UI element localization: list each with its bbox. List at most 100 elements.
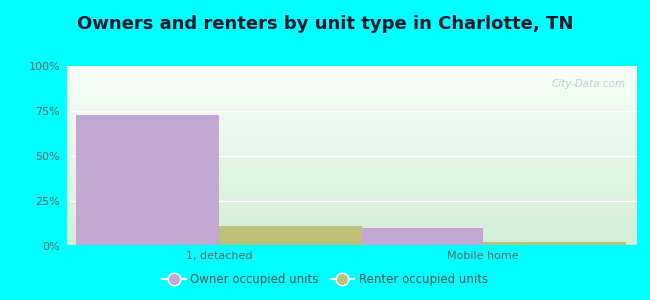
Bar [65,109,637,110]
Bar [65,177,637,178]
Bar [65,161,637,162]
Bar [65,73,637,74]
Bar [65,189,637,190]
Bar [65,222,637,223]
Bar [65,200,637,201]
Bar [65,66,637,67]
Bar [65,132,637,133]
Bar [65,218,637,219]
Bar [65,72,637,73]
Bar [65,192,637,193]
Bar [65,180,637,181]
Bar [65,229,637,230]
Bar [65,186,637,187]
Bar [65,210,637,211]
Bar [65,238,637,239]
Bar [65,101,637,102]
Bar [65,163,637,164]
Bar [65,138,637,139]
Bar [65,139,637,140]
Bar [65,221,637,222]
Bar [65,166,637,167]
Bar [65,136,637,137]
Bar [65,130,637,131]
Bar [65,123,637,124]
Bar [65,233,637,234]
Bar [65,231,637,232]
Bar [65,140,637,141]
Bar [77,115,220,246]
Bar [65,169,637,170]
Bar [65,159,637,160]
Bar [65,142,637,143]
Bar [65,126,637,127]
Bar [65,82,637,83]
Bar [65,119,637,120]
Bar [65,96,637,97]
Bar [65,193,637,194]
Bar [65,214,637,215]
Bar [65,170,637,171]
Bar [65,77,637,78]
Bar [65,203,637,204]
Bar [65,175,637,176]
Bar [65,88,637,89]
Bar [65,107,637,108]
Bar [65,131,637,132]
Bar [65,173,637,174]
Bar [65,78,637,79]
Bar [65,157,637,158]
Bar [65,127,637,128]
Bar [65,208,637,209]
Bar [65,217,637,218]
Bar [65,102,637,103]
Bar [65,104,637,105]
Bar [65,220,637,221]
Bar [65,169,637,170]
Bar [65,234,637,235]
Bar [65,74,637,75]
Bar [65,106,637,107]
Bar [65,118,637,119]
Bar [65,98,637,99]
Bar [65,156,637,157]
Bar [65,226,637,227]
Bar [65,176,637,177]
Bar [65,108,637,109]
Bar [339,228,482,246]
Bar [65,90,637,91]
Bar [65,182,637,183]
Bar [65,124,637,125]
Bar [65,244,637,245]
Bar [65,201,637,202]
Bar [65,141,637,142]
Bar [65,207,637,208]
Bar [65,151,637,152]
Bar [65,120,637,121]
Bar [65,122,637,123]
Bar [65,155,637,156]
Bar [65,71,637,72]
Bar [65,241,637,242]
Bar [65,181,637,182]
Bar [65,196,637,197]
Bar [65,99,637,100]
Bar [65,92,637,93]
Bar [65,160,637,161]
Bar [65,237,637,238]
Text: City-Data.com: City-Data.com [551,79,625,88]
Bar [482,242,625,246]
Bar [65,147,637,148]
Bar [65,164,637,165]
Bar [65,67,637,68]
Bar [65,178,637,179]
Bar [65,121,637,122]
Bar [65,80,637,81]
Bar [65,199,637,200]
Bar [65,143,637,144]
Bar [65,150,637,151]
Bar [65,145,637,146]
Bar [65,93,637,94]
Bar [65,230,637,231]
Bar [65,100,637,101]
